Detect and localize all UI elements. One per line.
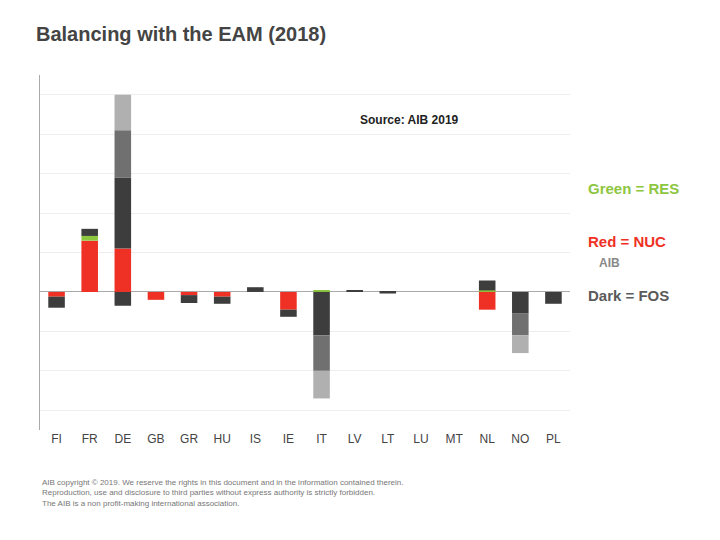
- svg-text:Green = RES: Green = RES: [588, 180, 679, 197]
- svg-text:GB: GB: [147, 432, 164, 446]
- svg-text:FR: FR: [82, 432, 98, 446]
- svg-text:Source: AIB 2019: Source: AIB 2019: [360, 113, 459, 127]
- svg-text:Balancing with the EAM (2018): Balancing with the EAM (2018): [36, 23, 326, 45]
- svg-text:IS: IS: [250, 432, 261, 446]
- svg-text:NL: NL: [480, 432, 496, 446]
- svg-text:DE: DE: [114, 432, 131, 446]
- svg-text:IT: IT: [316, 432, 327, 446]
- svg-text:GR: GR: [180, 432, 198, 446]
- svg-text:PL: PL: [546, 432, 561, 446]
- svg-text:LT: LT: [381, 432, 395, 446]
- svg-text:AIB: AIB: [599, 256, 620, 270]
- svg-text:HU: HU: [214, 432, 231, 446]
- svg-text:Dark = FOS: Dark = FOS: [588, 287, 669, 304]
- svg-text:LV: LV: [348, 432, 362, 446]
- svg-text:MT: MT: [445, 432, 463, 446]
- svg-text:FI: FI: [51, 432, 62, 446]
- svg-text:IE: IE: [283, 432, 294, 446]
- svg-text:NO: NO: [511, 432, 529, 446]
- svg-text:AIB copyright © 2019. We reser: AIB copyright © 2019. We reserve the rig…: [42, 478, 404, 508]
- svg-text:LU: LU: [413, 432, 428, 446]
- svg-text:Red = NUC: Red = NUC: [588, 233, 666, 250]
